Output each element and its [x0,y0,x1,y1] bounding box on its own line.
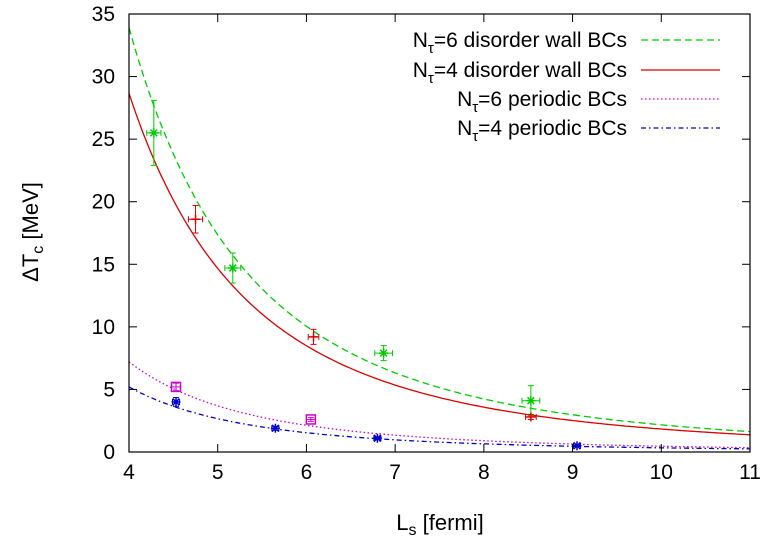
fit-curve-0 [129,28,750,432]
x-axis-title-unit: [fermi] [417,510,484,535]
y-axis-title-main: ΔT [18,254,43,282]
fit-curve-1 [129,93,750,434]
x-tick-labels: 4 5 6 7 8 9 10 11 [123,461,761,484]
x-tick-label-0: 4 [123,461,135,484]
x-axis-title: Ls [fermi] [396,510,483,539]
y-tick-label-0: 0 [103,441,115,464]
legend-item-1: Nτ=4 disorder wall BCs [413,59,720,87]
y-tick-label-4: 20 [92,191,115,214]
x-tick-label-4: 8 [478,461,490,484]
y-axis-title-unit: [MeV] [18,182,43,246]
x-tick-label-5: 9 [567,461,579,484]
y-tick-label-5: 25 [92,128,115,151]
legend-label-3: Nτ=4 periodic BCs [457,117,627,145]
data-point-s0-2 [375,346,393,361]
legend-label-0: Nτ=6 disorder wall BCs [413,29,627,57]
data-points [147,100,582,450]
data-point-s3-2 [373,434,382,443]
legend-label-1: Nτ=4 disorder wall BCs [413,59,627,87]
marker-s0-3 [526,396,535,405]
fit-curve-3 [129,387,750,449]
data-point-s1-1 [308,329,319,344]
x-tick-label-6: 10 [650,461,673,484]
x-axis-title-main: L [396,510,408,535]
data-point-s3-0 [172,397,181,406]
y-axis-title: ΔTc [MeV] [18,182,47,282]
marker-s1-0 [191,215,200,224]
marker-s3-3 [573,441,582,450]
data-point-s0-0 [147,100,161,165]
fit-curve-2 [129,362,750,448]
data-point-s3-3 [573,441,582,450]
y-tick-label-1: 5 [103,378,115,401]
data-point-s3-1 [271,424,280,433]
x-axis-title-sub: s [409,522,417,539]
marker-s0-0 [149,128,158,137]
marker-s0-1 [228,264,237,273]
marker-s1-2 [526,412,535,421]
legend-item-3: Nτ=4 periodic BCs [457,117,720,145]
fit-curves [129,28,750,449]
x-tick-label-7: 11 [739,461,761,484]
legend-label-2: Nτ=6 periodic BCs [457,88,627,116]
data-point-s1-2 [526,412,537,421]
x-tick-label-2: 6 [301,461,313,484]
data-point-s0-1 [225,253,241,283]
y-tick-labels: 0 5 10 15 20 25 30 35 [92,3,115,464]
marker-s3-2 [373,434,382,443]
marker-s3-1 [271,424,280,433]
legend-item-0: Nτ=6 disorder wall BCs [413,29,720,57]
marker-s3-0 [172,397,181,406]
legend-item-2: Nτ=6 periodic BCs [457,88,720,116]
marker-s0-2 [379,349,388,358]
y-tick-label-2: 10 [92,316,115,339]
data-point-s2-1 [306,415,315,424]
x-tick-label-1: 5 [212,461,224,484]
y-axis-title-sub: c [30,246,47,254]
y-tick-label-6: 30 [92,66,115,89]
y-tick-label-3: 15 [92,253,115,276]
data-point-s2-0 [172,382,181,391]
data-point-s0-3 [522,386,540,416]
x-tick-label-3: 7 [389,461,401,484]
y-tick-label-7: 35 [92,3,115,26]
